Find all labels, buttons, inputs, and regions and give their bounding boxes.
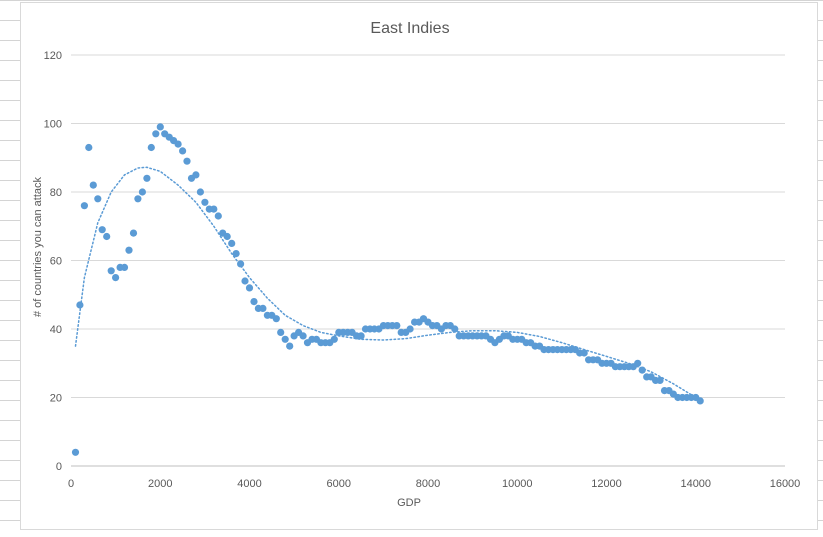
y-tick-label: 120 — [44, 50, 62, 62]
chart-title: East Indies — [370, 20, 449, 37]
data-point — [138, 188, 146, 196]
y-tick-label: 40 — [50, 324, 62, 336]
data-point — [85, 143, 93, 152]
y-tick-label: 80 — [50, 187, 62, 199]
data-point — [237, 260, 245, 268]
data-point — [210, 205, 218, 213]
data-point — [286, 342, 294, 350]
data-point — [696, 397, 704, 405]
y-tick-label: 60 — [50, 256, 62, 268]
x-axis-ticks: 0 2000 4000 6000 8000 10000 12000 14000 16000 — [68, 478, 800, 490]
data-point — [112, 274, 120, 282]
data-point — [232, 250, 240, 258]
data-point — [223, 232, 231, 241]
x-tick-label: 14000 — [680, 478, 711, 490]
y-axis-label: # of countries you can attack — [32, 176, 44, 317]
data-point — [580, 349, 588, 357]
data-point — [125, 246, 133, 254]
data-point — [89, 181, 97, 189]
data-point — [250, 298, 258, 306]
data-point — [179, 147, 187, 155]
data-point — [259, 304, 267, 312]
data-point — [129, 229, 138, 237]
data-point — [174, 140, 182, 148]
data-point — [201, 198, 209, 206]
data-point — [147, 143, 155, 152]
data-point — [120, 263, 129, 271]
x-tick-label: 8000 — [416, 478, 440, 490]
x-axis-label: GDP — [397, 497, 421, 509]
data-points — [71, 123, 704, 456]
data-point — [134, 195, 142, 203]
data-point — [299, 332, 307, 340]
data-point — [656, 376, 664, 384]
data-point — [245, 284, 254, 292]
data-point — [214, 212, 222, 220]
data-point — [103, 232, 111, 241]
y-tick-label: 0 — [56, 461, 62, 473]
data-point — [80, 202, 88, 210]
x-tick-label: 2000 — [148, 478, 172, 490]
x-tick-label: 0 — [68, 478, 74, 490]
data-point — [634, 359, 642, 367]
data-point — [281, 335, 289, 343]
y-tick-label: 20 — [50, 393, 62, 405]
data-point — [330, 335, 338, 343]
x-tick-label: 6000 — [327, 478, 351, 490]
chart-area[interactable]: East Indies 0 20 40 60 80 100 120 0 2000 4000 600… — [20, 2, 818, 530]
data-point — [71, 448, 80, 456]
x-tick-label: 10000 — [502, 478, 533, 490]
data-point — [98, 226, 106, 234]
data-point — [196, 188, 204, 196]
data-point — [272, 315, 280, 323]
data-point — [406, 325, 414, 333]
data-point — [192, 171, 200, 179]
data-point — [152, 130, 160, 138]
data-point — [143, 174, 151, 182]
data-point — [357, 332, 365, 340]
x-tick-label: 4000 — [237, 478, 261, 490]
data-point — [76, 301, 84, 309]
data-point — [94, 195, 102, 203]
gridlines — [71, 54, 785, 467]
x-tick-label: 12000 — [591, 478, 622, 490]
data-point — [451, 325, 459, 333]
data-point — [107, 267, 115, 275]
data-point — [156, 123, 164, 131]
data-point — [638, 366, 646, 374]
y-tick-label: 100 — [44, 119, 62, 131]
y-axis-ticks: 0 20 40 60 80 100 120 — [44, 50, 62, 473]
data-point — [241, 277, 249, 285]
scatter-chart: East Indies 0 20 40 60 80 100 120 0 2000 4000 600… — [32, 20, 800, 509]
data-point — [228, 239, 236, 247]
x-tick-label: 16000 — [770, 478, 801, 490]
data-point — [277, 328, 285, 336]
data-point — [393, 322, 401, 330]
data-point — [183, 157, 191, 165]
